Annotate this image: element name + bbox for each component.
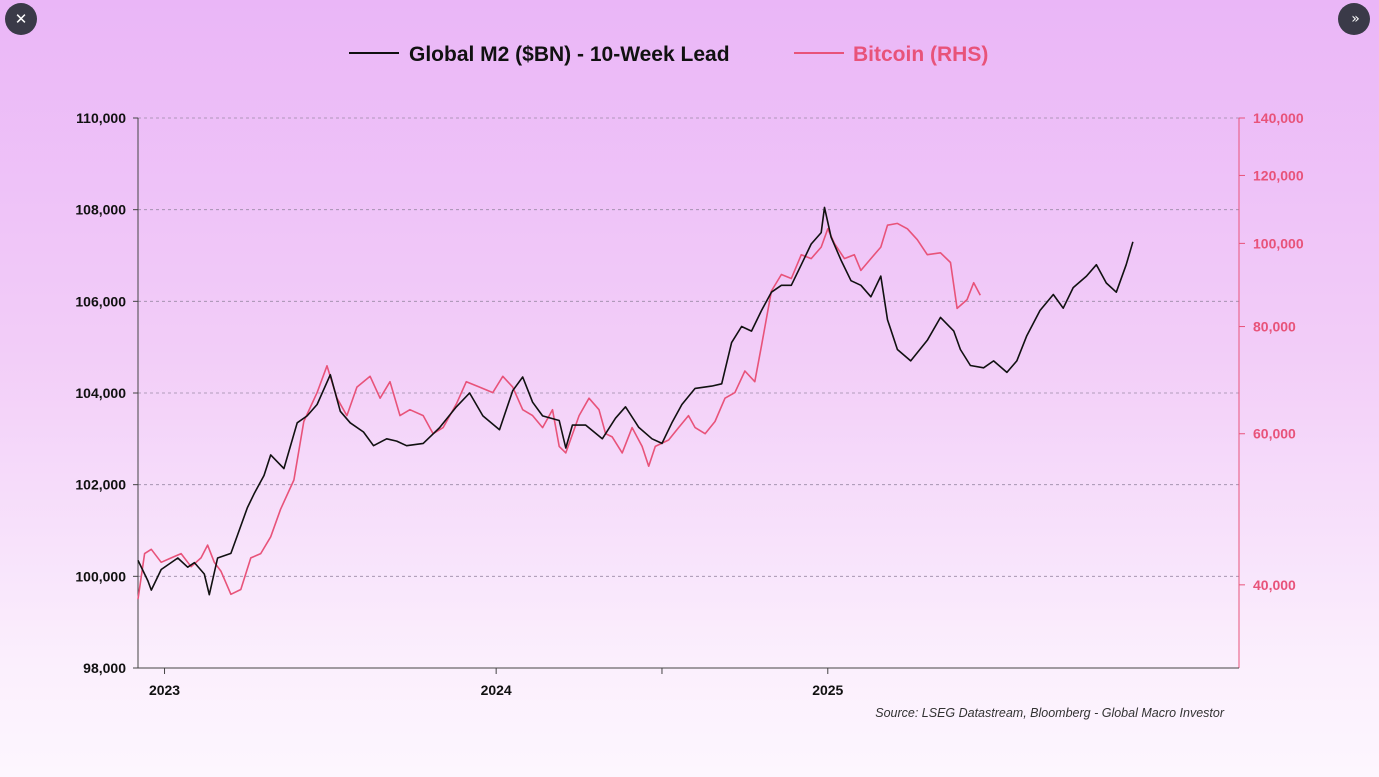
next-button[interactable]: » (1338, 3, 1370, 35)
legend-label-bitcoin: Bitcoin (RHS) (853, 43, 988, 66)
axes: 98,000 100,000 102,000 104,000 106,000 108,00… (75, 110, 1303, 698)
left-axis-tick-label: 104,000 (75, 385, 126, 401)
legend: Global M2 ($BN) - 10-Week Lead Bitcoin (… (349, 43, 988, 66)
series-line-global-m2 (137, 206, 1134, 596)
close-icon: ✕ (14, 9, 28, 28)
series (137, 206, 1134, 600)
grid-lines (138, 117, 1239, 577)
legend-label-m2: Global M2 ($BN) - 10-Week Lead (409, 43, 730, 66)
right-axis-tick-label: 80,000 (1253, 319, 1296, 335)
right-axis-tick-label: 120,000 (1253, 167, 1304, 183)
left-axis-tick-label: 108,000 (75, 202, 126, 218)
series-line-bitcoin (137, 222, 982, 600)
right-axis-tick-label: 100,000 (1253, 235, 1304, 251)
right-axis-tick-label: 60,000 (1253, 426, 1296, 442)
right-axis-tick-label: 40,000 (1253, 577, 1296, 593)
x-axis-tick-label: 2025 (812, 682, 843, 698)
left-axis-tick-label: 100,000 (75, 568, 126, 584)
left-axis-tick-label: 98,000 (83, 660, 126, 676)
x-axis-tick-label: 2023 (149, 682, 180, 698)
right-axis-tick-label: 140,000 (1253, 110, 1304, 126)
left-axis-tick-label: 106,000 (75, 293, 126, 309)
double-chevron-right-icon: » (1351, 11, 1359, 27)
close-button[interactable]: ✕ (5, 3, 37, 35)
source-note: Source: LSEG Datastream, Bloomberg - Glo… (875, 706, 1225, 720)
left-axis-tick-label: 102,000 (75, 477, 126, 493)
left-axis-tick-label: 110,000 (76, 110, 126, 126)
x-axis-tick-label: 2024 (481, 682, 512, 698)
